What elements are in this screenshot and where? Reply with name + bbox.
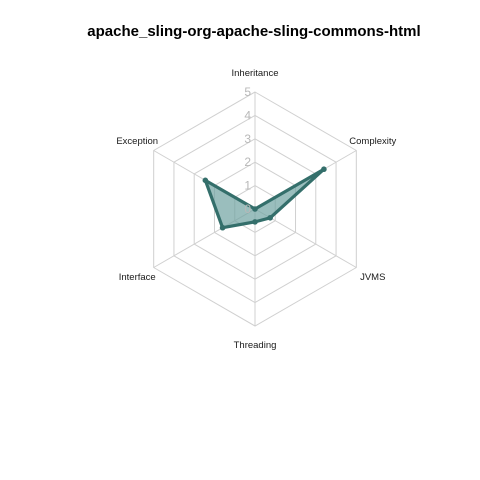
tick-label-4: 4	[244, 108, 251, 122]
data-point-jvms	[267, 214, 274, 221]
axis-label-exception: Exception	[116, 136, 158, 147]
axis-label-interface: Interface	[119, 272, 156, 283]
tick-label-5: 5	[244, 85, 251, 99]
axis-label-threading: Threading	[234, 340, 277, 351]
data-point-threading	[252, 219, 258, 225]
series-area-0	[203, 167, 326, 230]
tick-label-2: 2	[244, 155, 251, 169]
data-point-inheritance	[252, 206, 258, 212]
chart-title: apache_sling-org-apache-sling-commons-ht…	[87, 23, 420, 40]
tick-label-1: 1	[244, 179, 251, 193]
data-point-interface	[219, 224, 226, 231]
radar-tick-labels: 0 1 2 3 4 5	[244, 85, 251, 216]
tick-label-3: 3	[244, 132, 251, 146]
data-point-complexity	[321, 166, 327, 173]
radar-series	[202, 166, 327, 231]
tick-label-0: 0	[244, 202, 251, 216]
axis-label-complexity: Complexity	[349, 136, 396, 147]
axis-label-jvms: JVMS	[360, 272, 385, 283]
radar-axis-labels: Inheritance Complexity JVMS Threading Interf…	[116, 68, 396, 351]
axis-label-inheritance: Inheritance	[231, 68, 278, 79]
data-point-exception	[202, 177, 209, 184]
